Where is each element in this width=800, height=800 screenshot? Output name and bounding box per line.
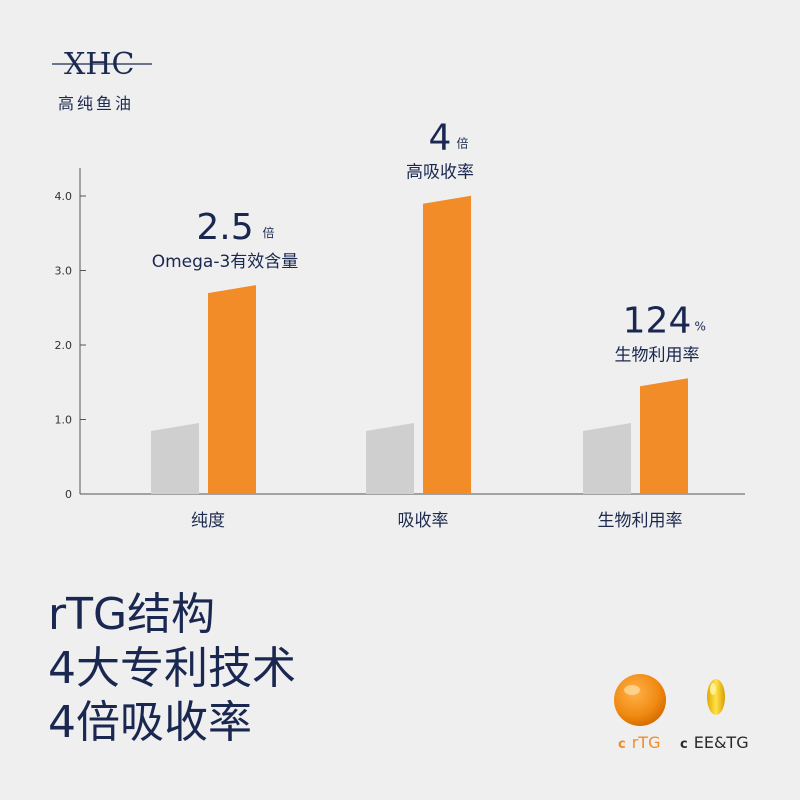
headline-line-2: 4大专利技术: [48, 643, 296, 694]
legend-marker-rtg: c: [618, 737, 626, 752]
bar-orange: [208, 285, 256, 494]
annotation-unit: 倍: [457, 136, 469, 151]
headline: rTG结构 4大专利技术 4倍吸收率: [48, 588, 296, 750]
annotation-label: 高吸收率: [406, 163, 474, 183]
annotation-unit: %: [695, 319, 706, 333]
yellow-softgel-icon: [707, 679, 725, 715]
annotation-label: Omega-3有效含量: [152, 252, 299, 272]
orange-softgel-icon: [614, 674, 666, 726]
legend-label-rtg: rTG: [631, 733, 661, 752]
x-tick-label: 纯度: [191, 511, 225, 531]
bar-gray: [583, 422, 631, 494]
y-tick-label: 1.0: [55, 414, 73, 427]
y-tick-label: 4.0: [55, 190, 73, 203]
x-labels: 纯度 吸收率 生物利用率: [191, 511, 683, 531]
bar-chart: 0 1.0 2.0 3.0 4.0 纯度 吸收率 生物利用率 2.5 倍 Omega-3有效含量…: [55, 118, 745, 531]
legend-item-eetg: c EE&TG: [680, 733, 749, 752]
annotation-value: 124: [623, 300, 692, 341]
logo-text: ΧΗC: [64, 47, 134, 82]
bar-gray: [151, 422, 199, 494]
headline-line-3: 4倍吸收率: [48, 697, 252, 748]
bars-group: [151, 195, 688, 494]
legend-item-rtg: c rTG: [618, 733, 660, 752]
y-tick-label: 0: [65, 488, 72, 501]
brand-subtitle: 高纯鱼油: [58, 94, 135, 113]
bar-orange: [423, 195, 471, 494]
x-tick-label: 吸收率: [398, 511, 449, 531]
y-tick-label: 2.0: [55, 339, 73, 352]
bar-gray: [366, 422, 414, 494]
annotation-label: 生物利用率: [615, 345, 700, 365]
x-tick-label: 生物利用率: [598, 511, 683, 531]
logo-mark: ΧΗC: [52, 47, 152, 82]
headline-line-1: rTG结构: [48, 589, 216, 640]
legend-label-eetg: EE&TG: [693, 733, 749, 752]
y-ticks: 0 1.0 2.0 3.0 4.0: [55, 190, 86, 501]
annotation-value: 2.5: [196, 207, 253, 248]
brand-logo: ΧΗC 高纯鱼油: [50, 40, 160, 120]
y-tick-label: 3.0: [55, 265, 73, 278]
legend: c rTG c EE&TG: [600, 665, 770, 765]
annotation-unit: 倍: [263, 225, 275, 240]
legend-marker-eetg: c: [680, 737, 688, 752]
annotation-value: 4: [429, 118, 452, 159]
bar-orange: [640, 378, 688, 494]
